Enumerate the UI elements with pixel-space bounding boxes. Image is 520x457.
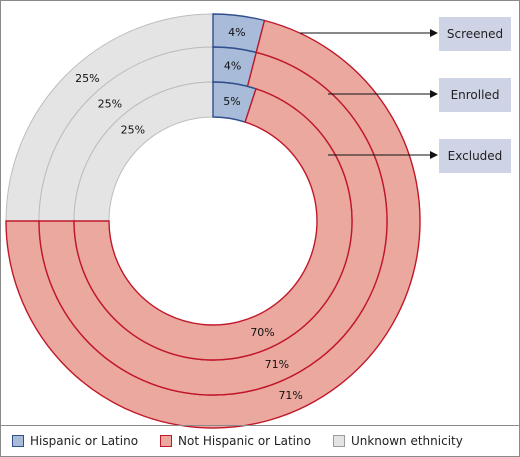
segment-excluded-not-hispanic-or-latino [73, 87, 353, 361]
data-label-excluded-hispanic-or-latino: 5% [223, 95, 240, 108]
data-label-screened-not-hispanic-or-latino: 71% [278, 389, 302, 402]
legend-swatch-hispanic [12, 435, 24, 447]
ring-label-screened: Screened [439, 17, 511, 51]
ring-label-excluded-text: Excluded [447, 149, 503, 163]
data-label-enrolled-hispanic-or-latino: 4% [224, 60, 241, 73]
data-label-excluded-not-hispanic-or-latino: 70% [250, 326, 274, 339]
ring-label-enrolled-text: Enrolled [450, 88, 500, 102]
legend-item-unknown: Unknown ethnicity [321, 434, 463, 448]
ring-label-excluded: Excluded [439, 139, 511, 173]
ring-label-enrolled: Enrolled [439, 78, 511, 112]
legend-label-not-hispanic: Not Hispanic or Latino [178, 434, 311, 448]
data-label-enrolled-unknown-ethnicity: 25% [98, 97, 122, 110]
legend: Hispanic or Latino Not Hispanic or Latin… [0, 425, 520, 456]
callout-arrows-layer [300, 29, 438, 159]
legend-swatch-not-hispanic [160, 435, 173, 447]
data-label-enrolled-not-hispanic-or-latino: 71% [265, 358, 289, 371]
data-label-screened-unknown-ethnicity: 25% [75, 72, 99, 85]
data-label-screened-hispanic-or-latino: 4% [228, 26, 245, 39]
legend-item-hispanic: Hispanic or Latino [0, 434, 138, 448]
data-labels-layer: 4% 71% 25% 4% 71% 25% 5% 70% 25% [75, 26, 303, 402]
legend-item-not-hispanic: Not Hispanic or Latino [148, 434, 311, 448]
legend-label-hispanic: Hispanic or Latino [30, 434, 139, 448]
legend-label-unknown: Unknown ethnicity [350, 434, 463, 448]
legend-swatch-unknown [332, 435, 345, 447]
data-label-excluded-unknown-ethnicity: 25% [121, 124, 145, 137]
rings-layer [5, 13, 421, 429]
ring-label-screened-text: Screened [446, 27, 504, 41]
